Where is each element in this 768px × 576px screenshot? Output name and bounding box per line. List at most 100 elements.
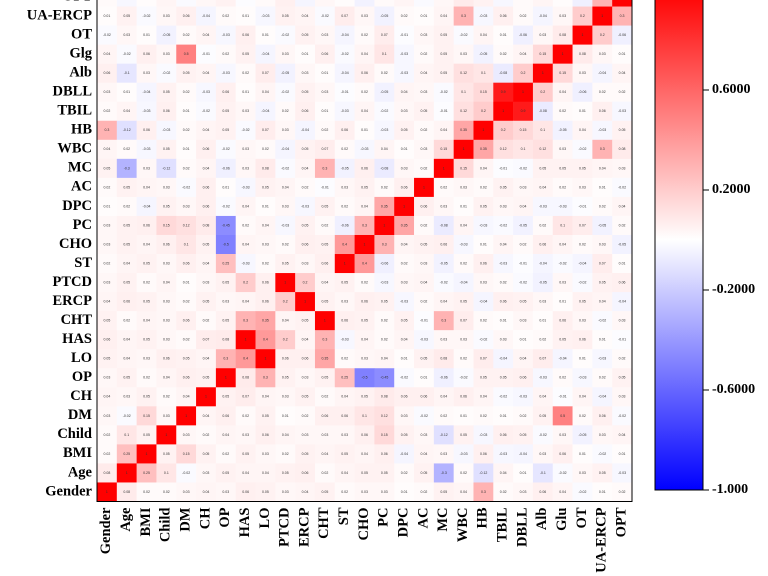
cell <box>136 196 157 217</box>
cell-label: 0.07 <box>381 33 388 37</box>
cell <box>473 234 494 255</box>
cell-label: 0.03 <box>302 433 309 437</box>
cell-label: 0.02 <box>559 185 566 189</box>
cell-label: 0.07 <box>341 14 348 18</box>
cell-label: 0.02 <box>143 490 150 494</box>
cell <box>334 406 355 426</box>
cell <box>433 120 454 141</box>
cell-label: 0.04 <box>500 471 507 475</box>
cell <box>592 273 613 293</box>
cell-label: 0.02 <box>321 128 328 132</box>
cell <box>453 196 474 217</box>
cell-label: 0.03 <box>599 52 606 56</box>
cell-label: 0.02 <box>421 166 428 170</box>
cell <box>97 0 118 7</box>
cell-label: 0.03 <box>421 261 428 265</box>
cell <box>275 406 296 426</box>
cell-label: -0.04 <box>539 261 547 265</box>
cell-label: 0.06 <box>302 471 309 475</box>
cell-label: 0.02 <box>143 280 150 284</box>
cell <box>394 292 415 312</box>
cell-label: 0.03 <box>321 433 328 437</box>
cell <box>572 25 593 45</box>
cell-label: -0.03 <box>242 185 250 189</box>
cell-label: 0.04 <box>460 490 467 494</box>
cell <box>295 139 316 160</box>
cell-label: 0.03 <box>242 166 249 170</box>
cell <box>334 44 355 64</box>
cell-label: 0.05 <box>163 452 170 456</box>
cell <box>532 482 554 502</box>
cell-label: 0.05 <box>242 452 249 456</box>
cell <box>433 6 454 26</box>
cell-label: 0.04 <box>104 300 111 304</box>
cell <box>116 0 137 7</box>
cell-label: 0.03 <box>480 280 487 284</box>
cell <box>414 215 435 236</box>
cell-label: 0.05 <box>321 242 328 246</box>
cell-label: 0.02 <box>480 185 487 189</box>
cell-label: -0.03 <box>479 433 487 437</box>
cell-label: -0.02 <box>281 33 289 37</box>
cell-label: 0.06 <box>123 300 130 304</box>
cell <box>275 63 296 83</box>
cell-label: 0.02 <box>262 147 269 151</box>
cell-label: 0.05 <box>559 166 566 170</box>
cell-label: -0.03 <box>598 128 606 132</box>
y-tick-label: PC <box>73 217 92 233</box>
cell-label: 0.02 <box>203 433 210 437</box>
cell <box>513 406 534 426</box>
cell <box>354 25 375 45</box>
cell-label: 0.04 <box>599 300 606 304</box>
cell <box>215 387 237 407</box>
cell-label: 0.05 <box>440 490 447 494</box>
cell <box>453 406 474 426</box>
cell-label: -0.1 <box>124 71 130 75</box>
cell-label: 0.04 <box>203 128 210 132</box>
cell-label: 0.08 <box>203 223 210 227</box>
cell <box>493 63 514 83</box>
cell-label: -0.03 <box>400 71 408 75</box>
cell <box>196 444 217 464</box>
cell-label: 0.02 <box>183 338 190 342</box>
cell-label: -0.03 <box>202 90 210 94</box>
colorbar-tick-label: 0.6000 <box>712 82 751 97</box>
cell-label: 0.05 <box>480 376 487 380</box>
cell <box>275 25 296 45</box>
cell <box>354 387 375 407</box>
cell <box>156 482 177 502</box>
cell <box>572 311 593 331</box>
cell <box>592 463 613 483</box>
cell-label: 0.3 <box>461 14 466 18</box>
cell <box>255 368 276 388</box>
cell <box>493 406 514 426</box>
cell <box>196 311 217 331</box>
cell-label: 1 <box>383 223 385 227</box>
cell-label: 0.03 <box>242 433 249 437</box>
cell <box>513 6 534 26</box>
cell-label: 0.03 <box>163 300 170 304</box>
cell-label: 0.03 <box>321 90 328 94</box>
cell <box>354 82 375 103</box>
cell-label: 0.03 <box>341 433 348 437</box>
cell <box>275 6 296 26</box>
cell-label: 0.08 <box>222 338 229 342</box>
cell-label: 0.3 <box>600 147 605 151</box>
cell-label: -0.02 <box>578 147 586 151</box>
cell-label: 1 <box>364 242 366 246</box>
cell-label: 0.03 <box>183 204 190 208</box>
cell <box>552 0 573 7</box>
cell-label: 0.03 <box>421 147 428 151</box>
cell-label: 0.04 <box>203 261 210 265</box>
cell-label: 0.06 <box>302 109 309 113</box>
cell <box>532 215 554 236</box>
cell <box>414 25 435 45</box>
cell-label: 0.02 <box>539 223 546 227</box>
cell-label: 0.07 <box>599 261 606 265</box>
cell <box>552 177 573 198</box>
cell-label: 0.03 <box>104 376 111 380</box>
cell-label: 0.03 <box>143 71 150 75</box>
cell-label: -0.04 <box>539 14 547 18</box>
cell <box>612 425 633 445</box>
cell-label: 0.04 <box>361 338 368 342</box>
